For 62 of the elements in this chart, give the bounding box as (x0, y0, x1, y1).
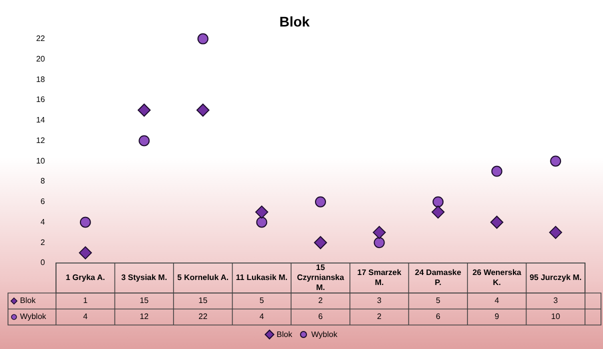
point (549, 226, 562, 239)
point (138, 135, 150, 146)
y-tick-label: 8 (40, 176, 46, 186)
point (491, 166, 502, 177)
legend-label: Wyblok (20, 312, 48, 322)
y-tick-label: 12 (36, 136, 46, 145)
point (80, 216, 91, 228)
point (550, 156, 562, 167)
point (256, 216, 268, 228)
x-tick-label: 1 Gryka A. (66, 273, 106, 282)
x-tick-label: 17 Smarzek M. (357, 268, 402, 288)
data-label: 1 (83, 296, 88, 306)
data-label: 9 (494, 312, 500, 322)
point (255, 206, 268, 219)
x-tick-label: 15 Czyrnianska M. (296, 263, 345, 292)
point (196, 104, 210, 117)
data-label: 22 (198, 312, 208, 322)
data-label: 5 (436, 296, 441, 306)
x-tick-label: 24 Damaske P. (414, 268, 462, 288)
data-label: 4 (259, 312, 264, 322)
point (138, 104, 151, 117)
data-label: 3 (377, 296, 382, 306)
data-label: 5 (259, 296, 264, 306)
y-tick-label: 2 (40, 238, 46, 247)
y-tick-label: 18 (36, 74, 46, 84)
point (432, 206, 445, 219)
chart-title: Blok (279, 13, 310, 30)
x-tick-label: 95 Jurczyk M. (530, 273, 582, 282)
y-tick-label: 10 (36, 156, 46, 166)
point (197, 33, 208, 44)
data-label: 4 (494, 296, 500, 306)
y-tick-label: 14 (36, 116, 46, 125)
data-label: 2 (377, 312, 382, 322)
text: Wyblok (311, 330, 338, 338)
point (432, 196, 444, 208)
data-label: 15 (140, 296, 150, 306)
data-label: 6 (318, 312, 324, 322)
x-tick-label: 11 Lukasik M. (236, 273, 288, 282)
x-tick-label: 26 Wenerska K. (472, 268, 522, 288)
y-tick-label: 16 (36, 95, 46, 104)
data-label: 2 (318, 296, 324, 306)
data-label: 3 (553, 296, 558, 306)
x-tick-label: 5 Korneluk A. (177, 273, 229, 282)
point (78, 246, 92, 260)
data-label: 10 (551, 312, 561, 322)
text: Blok (276, 330, 292, 338)
data-label: 15 (198, 296, 208, 306)
point (372, 226, 386, 239)
y-tick-label: 0 (40, 258, 46, 268)
point (490, 216, 504, 229)
y-tick-label: 6 (40, 197, 46, 206)
data-label: 12 (140, 312, 150, 322)
y-tick-label: 20 (36, 54, 46, 64)
y-tick-label: 22 (36, 34, 46, 44)
point (314, 236, 327, 250)
point (315, 196, 326, 208)
data-label: 4 (83, 312, 88, 322)
point (374, 237, 385, 248)
data-label: 6 (436, 312, 441, 322)
y-tick-label: 4 (40, 217, 46, 226)
legend-label: Blok (20, 296, 37, 306)
x-tick-label: 3 Stysiak M. (121, 273, 168, 282)
